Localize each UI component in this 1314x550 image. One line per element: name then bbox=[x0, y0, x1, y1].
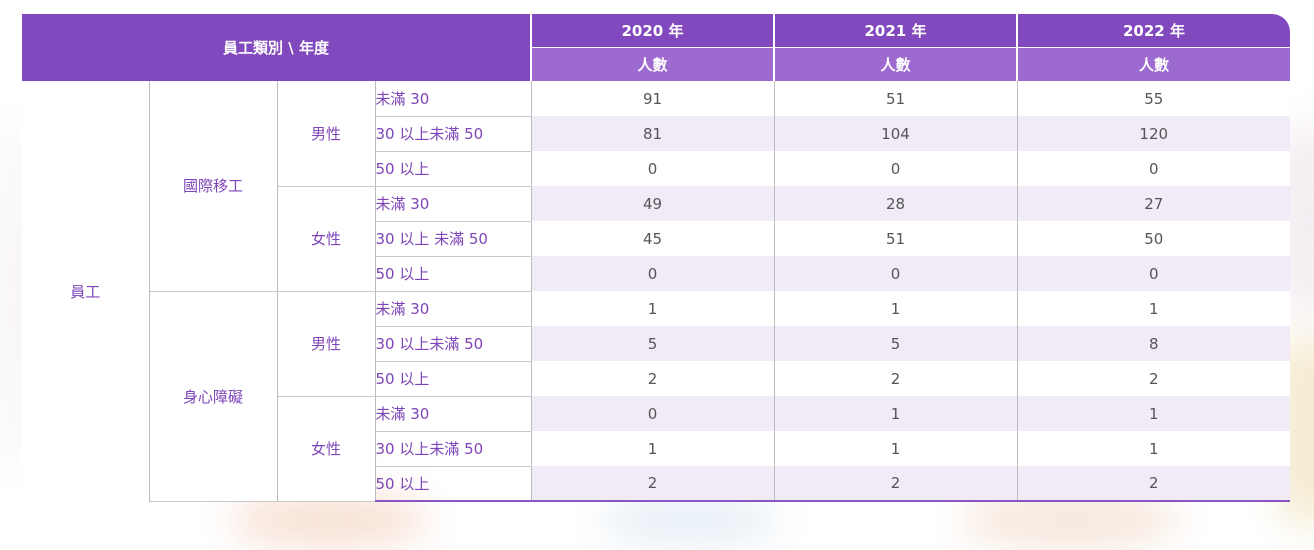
table-row: 女性 未滿 30 49 28 27 bbox=[22, 186, 1290, 292]
count-cell: 2 bbox=[1017, 361, 1290, 396]
age-range-cell: 50 以上 bbox=[375, 256, 532, 292]
employee-statistics-table: 員工類別 \ 年度 2020 年 2021 年 2022 年 人數 人數 人數 … bbox=[22, 14, 1290, 502]
table-row: 50 以上 2 2 2 bbox=[22, 466, 1290, 502]
header-count-2022: 人數 bbox=[1017, 47, 1290, 81]
count-cell: 2 bbox=[774, 361, 1018, 396]
header-row-years: 員工類別 \ 年度 2020 年 2021 年 2022 年 bbox=[22, 14, 1290, 81]
gender-label-cell: 男性 bbox=[277, 81, 376, 187]
age-range-cell: 30 以上未滿 50 bbox=[375, 116, 532, 152]
count-cell: 49 bbox=[531, 186, 775, 221]
gender-label-cell: 女性 bbox=[277, 396, 376, 502]
age-range-cell: 未滿 30 bbox=[375, 81, 532, 117]
count-cell: 5 bbox=[774, 326, 1018, 361]
age-range-cell: 未滿 30 bbox=[375, 291, 532, 327]
age-range-cell: 未滿 30 bbox=[375, 186, 532, 222]
count-cell: 27 bbox=[1017, 186, 1290, 221]
header-row-count: 人數 人數 人數 bbox=[22, 47, 1290, 81]
gender-label-cell: 男性 bbox=[277, 291, 376, 397]
table-header: 員工類別 \ 年度 2020 年 2021 年 2022 年 人數 人數 人數 bbox=[22, 14, 1290, 81]
count-cell: 51 bbox=[774, 221, 1018, 256]
count-cell: 2 bbox=[774, 466, 1018, 502]
header-year-2022: 2022 年 bbox=[1017, 14, 1290, 48]
count-cell: 0 bbox=[774, 151, 1018, 186]
age-range-cell: 50 以上 bbox=[375, 361, 532, 397]
table-row: 50 以上 0 0 0 bbox=[22, 151, 1290, 187]
table-row: 30 以上 未滿 50 45 51 50 bbox=[22, 221, 1290, 257]
header-year-2021: 2021 年 bbox=[774, 14, 1018, 48]
count-cell: 55 bbox=[1017, 81, 1290, 116]
table-row: 50 以上 2 2 2 bbox=[22, 361, 1290, 397]
table-body: 員工 國際移工 男性 未滿 30 91 51 55 30 以上未滿 50 81 104 120 50 … bbox=[22, 81, 1290, 502]
count-cell: 45 bbox=[531, 221, 775, 256]
count-cell: 1 bbox=[531, 291, 775, 326]
count-cell: 0 bbox=[531, 396, 775, 431]
header-count-2021: 人數 bbox=[774, 47, 1018, 81]
group-label-cell: 身心障礙 bbox=[149, 291, 278, 502]
count-cell: 2 bbox=[531, 466, 775, 502]
count-cell: 1 bbox=[774, 396, 1018, 431]
table-row: 員工 國際移工 男性 未滿 30 91 51 55 bbox=[22, 81, 1290, 501]
table-row: 30 以上未滿 50 5 5 8 bbox=[22, 326, 1290, 362]
count-cell: 1 bbox=[1017, 396, 1290, 431]
count-cell: 104 bbox=[774, 116, 1018, 151]
count-cell: 51 bbox=[774, 81, 1018, 116]
header-corner-label: 員工類別 \ 年度 bbox=[22, 14, 532, 81]
count-cell: 1 bbox=[1017, 431, 1290, 466]
count-cell: 2 bbox=[1017, 466, 1290, 502]
count-cell: 1 bbox=[1017, 291, 1290, 326]
age-range-cell: 50 以上 bbox=[375, 151, 532, 187]
age-range-cell: 30 以上未滿 50 bbox=[375, 326, 532, 362]
count-cell: 8 bbox=[1017, 326, 1290, 361]
header-count-2020: 人數 bbox=[531, 47, 775, 81]
header-year-2020: 2020 年 bbox=[531, 14, 775, 48]
count-cell: 120 bbox=[1017, 116, 1290, 151]
count-cell: 1 bbox=[774, 291, 1018, 326]
employee-category-cell: 員工 bbox=[22, 81, 150, 501]
age-range-cell: 30 以上 未滿 50 bbox=[375, 221, 532, 257]
count-cell: 91 bbox=[531, 81, 775, 116]
count-cell: 1 bbox=[774, 431, 1018, 466]
age-range-cell: 30 以上未滿 50 bbox=[375, 431, 532, 467]
count-cell: 81 bbox=[531, 116, 775, 151]
count-cell: 0 bbox=[1017, 256, 1290, 291]
count-cell: 0 bbox=[531, 256, 775, 291]
table-row: 50 以上 0 0 0 bbox=[22, 256, 1290, 292]
count-cell: 5 bbox=[531, 326, 775, 361]
count-cell: 0 bbox=[1017, 151, 1290, 186]
count-cell: 0 bbox=[774, 256, 1018, 291]
count-cell: 1 bbox=[531, 431, 775, 466]
background-decoration bbox=[600, 495, 780, 545]
count-cell: 50 bbox=[1017, 221, 1290, 256]
table-row: 30 以上未滿 50 1 1 1 bbox=[22, 431, 1290, 467]
table-row: 女性 未滿 30 0 1 1 bbox=[22, 396, 1290, 502]
gender-label-cell: 女性 bbox=[277, 186, 376, 292]
count-cell: 2 bbox=[531, 361, 775, 396]
count-cell: 28 bbox=[774, 186, 1018, 221]
table-row: 30 以上未滿 50 81 104 120 bbox=[22, 116, 1290, 152]
age-range-cell: 未滿 30 bbox=[375, 396, 532, 432]
count-cell: 0 bbox=[531, 151, 775, 186]
age-range-cell: 50 以上 bbox=[375, 466, 532, 502]
group-label-cell: 國際移工 bbox=[149, 81, 278, 292]
table-row: 身心障礙 男性 未滿 30 1 1 1 bbox=[22, 291, 1290, 502]
